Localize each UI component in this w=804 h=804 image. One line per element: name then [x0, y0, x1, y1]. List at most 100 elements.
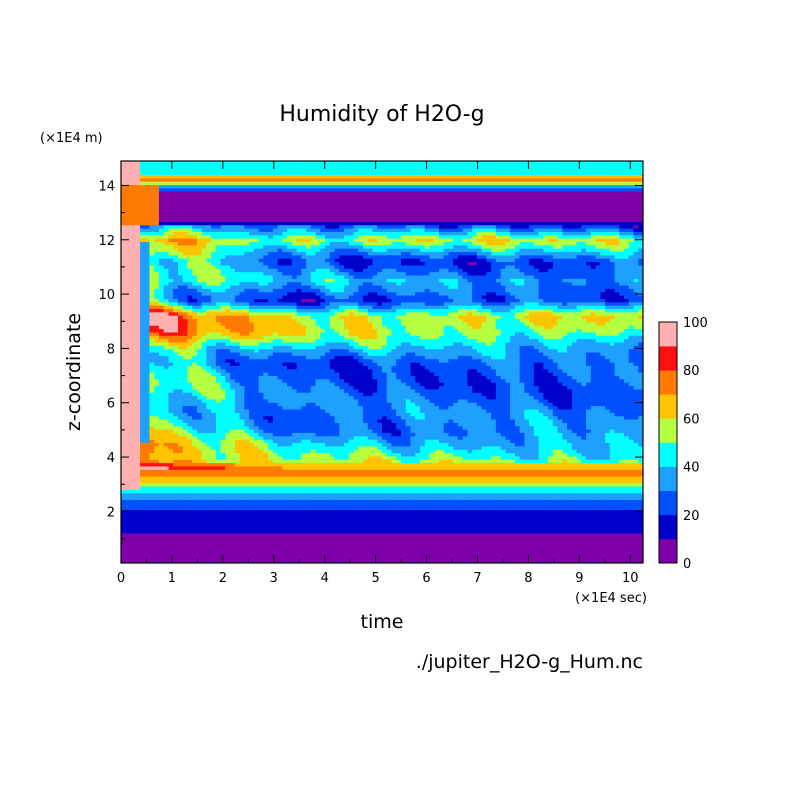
heatmap-cell — [225, 238, 231, 242]
heatmap-cell — [187, 321, 193, 326]
heatmap-cell — [282, 375, 288, 380]
heatmap-cell — [149, 328, 155, 333]
heatmap-cell — [253, 378, 260, 383]
heatmap-cell — [315, 519, 321, 524]
heatmap-cell — [315, 526, 321, 531]
heatmap-cell — [230, 522, 236, 527]
heatmap-cell — [206, 479, 212, 484]
heatmap-cell — [215, 449, 222, 454]
heatmap-cell — [287, 452, 293, 457]
heatmap-cell — [315, 328, 321, 333]
heatmap-cell — [249, 181, 255, 186]
heatmap-cell — [234, 321, 241, 326]
heatmap-cell — [211, 244, 217, 249]
heatmap-cell — [144, 274, 151, 279]
heatmap-cell — [173, 502, 179, 507]
heatmap-cell — [121, 552, 127, 557]
heatmap-cell — [282, 512, 288, 517]
heatmap-cell — [154, 418, 160, 423]
heatmap-cell — [244, 278, 250, 283]
heatmap-cell — [263, 187, 269, 192]
heatmap-cell — [287, 345, 293, 350]
heatmap-cell — [268, 311, 274, 316]
heatmap-cell — [163, 288, 170, 293]
heatmap-cell — [144, 211, 151, 216]
heatmap-cell — [215, 211, 222, 216]
heatmap-cell — [154, 552, 160, 557]
heatmap-cell — [149, 228, 155, 232]
heatmap-cell — [282, 485, 288, 490]
heatmap-cell — [291, 479, 298, 484]
heatmap-cell — [121, 345, 127, 350]
heatmap-cell — [282, 291, 288, 296]
heatmap-cell — [121, 526, 127, 531]
heatmap-cell — [215, 418, 222, 423]
heatmap-cell — [215, 479, 222, 484]
heatmap-cell — [306, 254, 312, 259]
heatmap-cell — [206, 278, 212, 283]
heatmap-cell — [121, 161, 127, 165]
heatmap-cell — [225, 268, 231, 273]
heatmap-cell — [192, 288, 198, 293]
heatmap-cell — [258, 462, 264, 467]
heatmap-cell — [244, 358, 250, 363]
heatmap-cell — [253, 274, 260, 279]
heatmap-cell — [177, 372, 184, 376]
heatmap-cell — [277, 405, 283, 410]
heatmap-cell — [211, 348, 217, 353]
heatmap-cell — [196, 408, 203, 413]
heatmap-cell — [163, 181, 170, 186]
heatmap-cell — [173, 231, 179, 236]
heatmap-cell — [272, 395, 279, 400]
heatmap-cell — [315, 412, 321, 417]
heatmap-cell — [211, 184, 217, 189]
heatmap-cell — [282, 542, 288, 547]
heatmap-cell — [234, 177, 241, 182]
heatmap-cell — [277, 496, 283, 500]
heatmap-cell — [130, 542, 136, 547]
heatmap-cell — [173, 328, 179, 333]
heatmap-cell — [268, 197, 274, 202]
heatmap-cell — [253, 492, 260, 497]
heatmap-cell — [163, 395, 170, 400]
heatmap-cell — [139, 559, 146, 563]
heatmap-cell — [258, 295, 264, 299]
heatmap-cell — [158, 278, 165, 283]
heatmap-cell — [315, 509, 321, 514]
heatmap-cell — [177, 328, 184, 333]
heatmap-cell — [225, 496, 231, 500]
heatmap-cell — [173, 365, 179, 370]
heatmap-cell — [272, 271, 279, 276]
heatmap-cell — [177, 261, 184, 266]
heatmap-cell — [315, 341, 321, 346]
heatmap-cell — [253, 385, 260, 390]
heatmap-cell — [301, 455, 307, 460]
heatmap-cell — [158, 475, 165, 480]
heatmap-cell — [192, 341, 198, 346]
heatmap-cell — [158, 281, 165, 286]
heatmap-cell — [306, 422, 312, 427]
heatmap-cell — [249, 348, 255, 353]
heatmap-cell — [234, 398, 241, 403]
heatmap-cell — [244, 462, 250, 467]
heatmap-cell — [234, 264, 241, 269]
heatmap-cell — [130, 278, 136, 283]
heatmap-cell — [177, 238, 184, 242]
heatmap-cell — [234, 325, 241, 330]
heatmap-cell — [177, 345, 184, 350]
heatmap-cell — [192, 489, 198, 494]
heatmap-cell — [139, 187, 146, 192]
heatmap-cell — [177, 341, 184, 346]
heatmap-cell — [182, 281, 189, 286]
heatmap-cell — [230, 355, 236, 360]
heatmap-cell — [158, 305, 165, 309]
heatmap-cell — [220, 278, 226, 283]
heatmap-cell — [215, 499, 222, 504]
heatmap-cell — [310, 549, 317, 554]
heatmap-cell — [121, 325, 127, 330]
heatmap-cell — [125, 372, 132, 376]
heatmap-cell — [272, 221, 279, 226]
heatmap-cell — [282, 418, 288, 423]
heatmap-cell — [225, 502, 231, 507]
heatmap-cell — [158, 522, 165, 527]
